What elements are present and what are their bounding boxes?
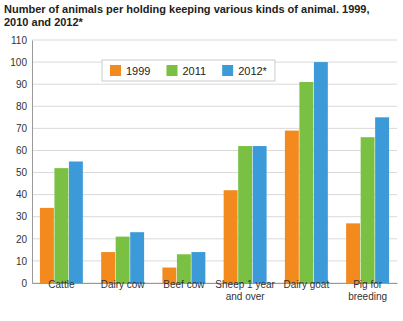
y-tick-label: 50 bbox=[16, 167, 28, 178]
y-tick: 60 bbox=[16, 145, 32, 156]
x-tick-label: Pig forbreeding bbox=[348, 279, 387, 302]
legend-swatch bbox=[166, 65, 177, 76]
legend-label: 2012* bbox=[238, 65, 267, 77]
grid-line bbox=[32, 106, 397, 107]
x-tick: Sheep 1 yearand over bbox=[215, 279, 275, 302]
chart: Number of animals per holding keeping va… bbox=[0, 0, 403, 321]
bars bbox=[40, 62, 389, 283]
legend-swatch bbox=[110, 65, 121, 76]
grid-line bbox=[32, 260, 397, 261]
bar bbox=[253, 146, 267, 283]
x-tick-label: Dairy goat bbox=[284, 279, 330, 290]
y-tick-label: 60 bbox=[16, 145, 28, 156]
x-tick: Pig forbreeding bbox=[348, 279, 387, 302]
bar bbox=[285, 131, 299, 283]
y-tick-label: 10 bbox=[16, 256, 28, 267]
y-tick-label: 90 bbox=[16, 79, 28, 90]
y-tick: 70 bbox=[16, 123, 32, 134]
y-tick: 50 bbox=[16, 167, 32, 178]
y-tick-label: 0 bbox=[21, 278, 27, 289]
grid-line bbox=[32, 194, 397, 195]
bar bbox=[40, 208, 54, 283]
y-tick-label: 80 bbox=[16, 101, 28, 112]
bar bbox=[375, 117, 389, 283]
y-tick: 0 bbox=[21, 278, 32, 289]
bar bbox=[130, 232, 144, 283]
x-tick-label: Beef cow bbox=[163, 279, 205, 290]
bar-series bbox=[69, 62, 389, 283]
x-tick: Beef cow bbox=[163, 279, 205, 290]
x-tick: Dairy goat bbox=[284, 279, 330, 290]
x-tick-label: Sheep 1 yearand over bbox=[215, 279, 275, 302]
bar bbox=[346, 223, 360, 283]
grid-line bbox=[32, 216, 397, 217]
x-tick-label: Dairy cow bbox=[101, 279, 146, 290]
y-tick: 40 bbox=[16, 189, 32, 200]
x-tick: Cattle bbox=[48, 279, 75, 290]
y-tick-label: 30 bbox=[16, 211, 28, 222]
bar bbox=[299, 82, 313, 283]
legend-box bbox=[102, 60, 275, 81]
y-tick: 30 bbox=[16, 211, 32, 222]
y-tick-label: 20 bbox=[16, 234, 28, 245]
grid bbox=[32, 40, 397, 283]
plot: 0 10 20 30 40 50 60 70 80 90 100 110 Cattle Dairy cow… bbox=[10, 35, 397, 302]
bar bbox=[238, 146, 252, 283]
grid-line bbox=[32, 238, 397, 239]
bar bbox=[361, 137, 375, 283]
y-tick: 90 bbox=[16, 79, 32, 90]
bar bbox=[54, 168, 68, 283]
grid-line bbox=[32, 84, 397, 85]
y-tick-label: 100 bbox=[10, 57, 27, 68]
legend-swatch bbox=[222, 65, 233, 76]
title: Number of animals per holding keeping va… bbox=[4, 3, 370, 28]
grid-line bbox=[32, 150, 397, 151]
y-tick-label: 110 bbox=[11, 35, 27, 46]
x-axis: Cattle Dairy cow Beef cow Sheep 1 yearand o… bbox=[33, 279, 398, 302]
y-axis: 0 10 20 30 40 50 60 70 80 90 100 110 bbox=[10, 35, 32, 289]
legend: 1999 2011 2012* bbox=[102, 60, 275, 81]
y-tick: 100 bbox=[10, 57, 32, 68]
bar bbox=[69, 162, 83, 284]
legend-label: 1999 bbox=[126, 65, 150, 77]
grid-line bbox=[32, 128, 397, 129]
bar bbox=[314, 62, 328, 283]
y-tick: 110 bbox=[11, 35, 32, 46]
x-tick-label: Cattle bbox=[48, 279, 75, 290]
grid-line bbox=[32, 40, 397, 41]
y-tick-label: 70 bbox=[16, 123, 28, 134]
y-tick: 20 bbox=[16, 234, 32, 245]
y-tick-label: 40 bbox=[16, 189, 28, 200]
x-tick: Dairy cow bbox=[101, 279, 146, 290]
y-tick: 80 bbox=[16, 101, 32, 112]
y-axis-line bbox=[32, 41, 33, 284]
legend-label: 2011 bbox=[182, 65, 206, 77]
bar bbox=[224, 190, 238, 283]
bar bbox=[116, 237, 130, 283]
y-tick: 10 bbox=[16, 256, 32, 267]
grid-line bbox=[32, 172, 397, 173]
